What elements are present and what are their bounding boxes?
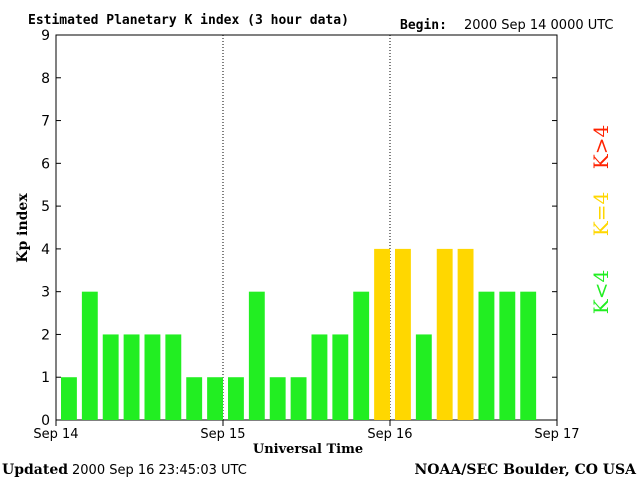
- chart-title: Estimated Planetary K index (3 hour data…: [28, 13, 349, 28]
- kp-bar: [499, 291, 516, 420]
- x-tick-label: Sep 17: [534, 427, 579, 442]
- legend-high: K>4: [589, 125, 613, 169]
- kp-bar: [123, 334, 140, 420]
- legend-equal: K=4: [589, 192, 613, 236]
- kp-bar: [457, 248, 474, 420]
- kp-bar: [102, 334, 119, 420]
- kp-bar: [436, 248, 453, 420]
- y-tick-label: 9: [41, 28, 50, 44]
- kp-bar: [269, 377, 286, 420]
- kp-bar: [228, 377, 244, 420]
- kp-bar: [165, 334, 182, 420]
- x-tick-label: Sep 16: [367, 427, 412, 442]
- kp-bar: [478, 291, 495, 420]
- kp-bar: [248, 291, 265, 420]
- day-dividers: [222, 35, 391, 420]
- kp-bar: [353, 291, 370, 420]
- kp-bar: [207, 377, 224, 420]
- kp-bar: [332, 334, 349, 420]
- bars: [61, 248, 537, 420]
- source-credit: NOAA/SEC Boulder, CO USA: [415, 462, 638, 478]
- y-tick-label: 8: [41, 71, 50, 87]
- y-tick-label: 4: [41, 242, 50, 258]
- x-axis-ticks: Sep 14 Sep 15 Sep 16 Sep 17: [33, 420, 580, 442]
- y-axis-ticks: 0 1 2 3 4 5 6 7 8 9: [41, 28, 557, 429]
- begin-label: Begin:: [400, 18, 447, 33]
- kp-bar: [311, 334, 328, 420]
- x-axis-label: Universal Time: [253, 442, 363, 457]
- updated-label: Updated: [2, 462, 68, 478]
- kp-bar: [186, 377, 203, 420]
- y-tick-label: 0: [41, 413, 50, 429]
- kp-bar: [520, 291, 537, 420]
- kp-bar: [290, 377, 307, 420]
- y-tick-label: 5: [41, 199, 50, 215]
- kp-bar: [144, 334, 161, 420]
- y-tick-label: 1: [41, 370, 50, 386]
- kp-bar: [81, 291, 98, 420]
- legend-low: K<4: [589, 270, 613, 314]
- y-tick-label: 7: [41, 114, 50, 130]
- kp-bar: [374, 248, 391, 420]
- y-tick-label: 6: [41, 156, 50, 172]
- x-tick-label: Sep 15: [200, 427, 245, 442]
- kp-bar: [395, 248, 411, 420]
- y-axis-label: Kp index: [15, 193, 31, 263]
- begin-value: 2000 Sep 14 0000 UTC: [464, 18, 614, 33]
- y-tick-label: 2: [41, 327, 50, 343]
- kp-bar: [415, 334, 432, 420]
- x-tick-label: Sep 14: [33, 427, 78, 442]
- kp-bar: [61, 377, 77, 420]
- y-tick-label: 3: [41, 285, 50, 301]
- updated-value: 2000 Sep 16 23:45:03 UTC: [72, 463, 247, 478]
